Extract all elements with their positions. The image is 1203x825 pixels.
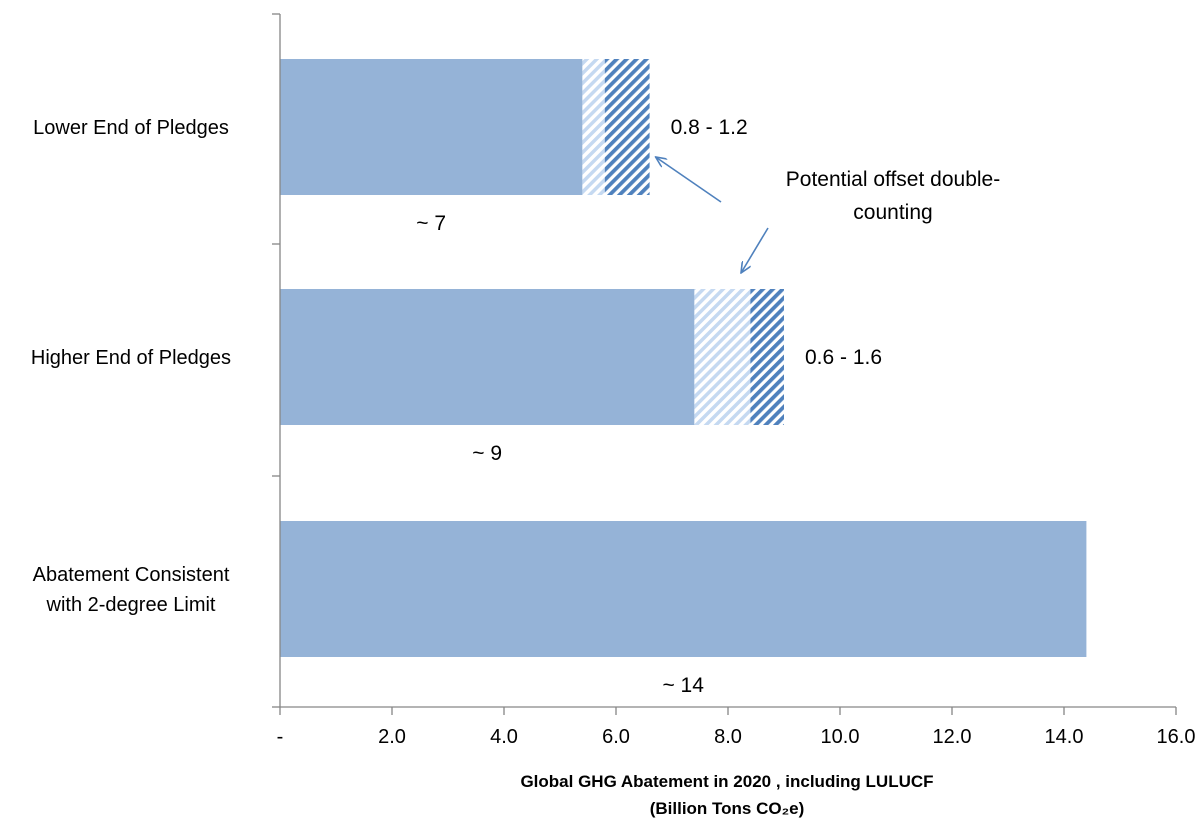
annotation-text: Potential offset double-: [786, 168, 1000, 191]
data-label-below: ~ 14: [662, 674, 704, 697]
bar-lower-end-of-pledges-segment-3: [604, 59, 650, 195]
label-layer: Lower End of Pledges Higher End of Pledge…: [31, 116, 882, 697]
x-tick-label: 8.0: [714, 726, 742, 748]
category-label: Abatement Consistent: [33, 564, 230, 586]
category-label: with 2-degree Limit: [46, 594, 216, 616]
bar-higher-end-of-pledges-segment-2: [694, 289, 751, 425]
x-tick-label: 16.0: [1157, 726, 1196, 748]
category-label: Higher End of Pledges: [31, 347, 231, 369]
bar-lower-end-of-pledges-segment-1: [280, 59, 583, 195]
range-label: 0.8 - 1.2: [671, 116, 748, 139]
x-tick-label: 12.0: [933, 726, 972, 748]
annotation-arrow: [741, 227, 769, 273]
category-label: Lower End of Pledges: [33, 117, 229, 139]
bar-lower-end-of-pledges-segment-2: [582, 59, 605, 195]
bar-higher-end-of-pledges-segment-1: [280, 289, 695, 425]
data-label-below: ~ 9: [472, 442, 502, 465]
range-label: 0.6 - 1.6: [805, 346, 882, 369]
data-label-below: ~ 7: [416, 212, 446, 235]
annotation-arrow: [656, 157, 722, 203]
x-axis-title: (Billion Tons CO₂e): [650, 799, 805, 818]
x-tick-label: 2.0: [378, 726, 406, 748]
x-tick-label: 14.0: [1045, 726, 1084, 748]
x-tick-label: -: [277, 726, 284, 748]
bars-layer: [280, 59, 1087, 657]
annotation-text: counting: [853, 201, 932, 224]
bar-abatement-consistent-with-2-degree-limit-segment-1: [280, 521, 1087, 657]
x-tick-label: 10.0: [821, 726, 860, 748]
bar-higher-end-of-pledges-segment-3: [750, 289, 784, 425]
x-axis-title: Global GHG Abatement in 2020 , including…: [520, 772, 933, 791]
annotation-layer: Potential offset double-counting: [656, 157, 1000, 273]
x-tick-label: 6.0: [602, 726, 630, 748]
axis-layer: - 2.0 4.0 6.0 8.0 10.0 12.0 14.0 16.0 Global GHG …: [272, 13, 1196, 818]
x-tick-label: 4.0: [490, 726, 518, 748]
